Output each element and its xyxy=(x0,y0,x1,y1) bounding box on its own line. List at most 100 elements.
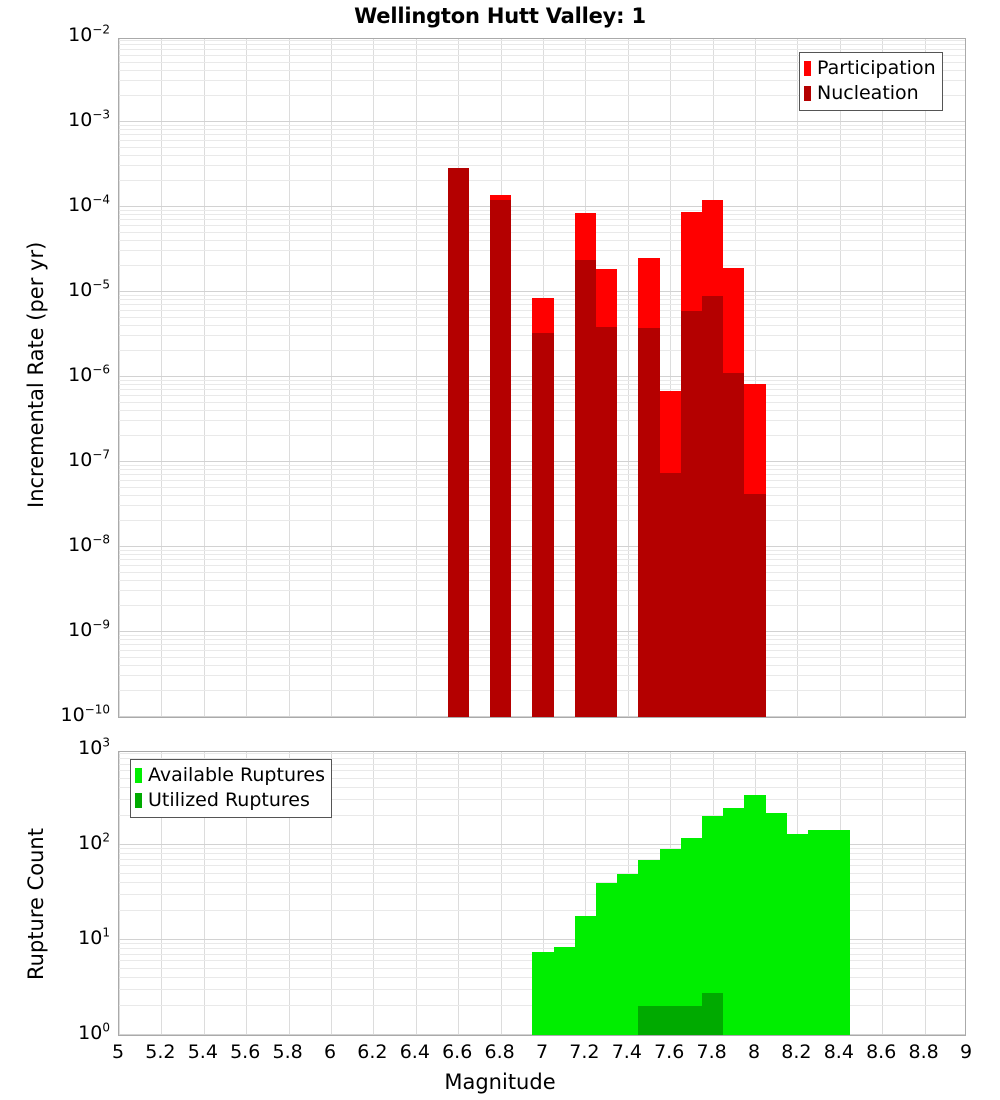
gridline-horizontal xyxy=(119,80,965,82)
incremental-rate-plot xyxy=(118,38,966,718)
gridline-horizontal xyxy=(119,214,965,216)
gridline-vertical xyxy=(288,39,290,717)
x-tick-label: 5.6 xyxy=(230,1041,261,1063)
bar xyxy=(596,269,618,717)
gridline-horizontal xyxy=(119,206,965,207)
gridline-vertical xyxy=(203,752,205,1035)
gridline-vertical xyxy=(924,39,926,717)
bar-segment xyxy=(596,326,618,717)
gridline-vertical xyxy=(119,39,120,717)
gridline-vertical xyxy=(415,752,417,1035)
x-tick-label: 5 xyxy=(111,1041,125,1063)
gridline-vertical xyxy=(882,39,884,717)
x-tick-label: 8.6 xyxy=(866,1041,897,1063)
bar-segment xyxy=(490,200,512,717)
bar-segment xyxy=(659,473,681,717)
x-tick-label: 8.2 xyxy=(781,1041,812,1063)
gridline-horizontal xyxy=(119,858,965,860)
bar-segment xyxy=(659,1006,681,1035)
legend-item-available-ruptures[interactable]: Available Ruptures xyxy=(135,763,325,788)
bar xyxy=(680,211,702,717)
x-tick-label: 5.8 xyxy=(272,1041,303,1063)
x-tick-label: 6.4 xyxy=(399,1041,430,1063)
x-tick-label: 6.8 xyxy=(484,1041,515,1063)
gridline-horizontal xyxy=(119,180,965,182)
gridline-horizontal xyxy=(119,798,965,800)
bar xyxy=(574,212,596,717)
gridline-horizontal xyxy=(119,753,965,755)
bar-segment xyxy=(680,310,702,717)
gridline-horizontal xyxy=(119,139,965,141)
gridline-vertical xyxy=(670,39,672,717)
y-tick-label: 10−9 xyxy=(68,617,110,641)
gridline-vertical xyxy=(161,752,163,1035)
gridline-horizontal xyxy=(119,124,965,126)
gridline-horizontal xyxy=(119,239,965,241)
gridline-horizontal xyxy=(119,49,965,51)
gridline-horizontal xyxy=(119,250,965,252)
y-tick-label: 10−8 xyxy=(68,532,110,556)
gridline-vertical xyxy=(373,39,375,717)
bar xyxy=(553,946,575,1035)
gridline-horizontal xyxy=(119,134,965,136)
bar-segment xyxy=(574,259,596,717)
y-tick-label: 100 xyxy=(78,1020,110,1044)
y-tick-label: 10−7 xyxy=(68,447,110,471)
y-tick-label: 10−3 xyxy=(68,107,110,131)
gridline-horizontal xyxy=(119,39,965,41)
y-tick-label: 10−10 xyxy=(60,702,110,726)
gridline-horizontal xyxy=(119,865,965,867)
bar-segment xyxy=(532,332,554,717)
x-tick-label: 7.6 xyxy=(654,1041,685,1063)
gridline-horizontal xyxy=(119,893,965,895)
bar xyxy=(532,951,554,1035)
gridline-horizontal xyxy=(119,853,965,855)
legend-item-utilized-ruptures[interactable]: Utilized Ruptures xyxy=(135,788,325,813)
gridline-vertical xyxy=(500,752,502,1035)
x-tick-label: 8.8 xyxy=(908,1041,939,1063)
y-tick-label: 10−4 xyxy=(68,192,110,216)
gridline-horizontal xyxy=(119,209,965,211)
bar xyxy=(659,849,681,1035)
legend-item-nucleation[interactable]: Nucleation xyxy=(804,81,936,106)
gridline-horizontal xyxy=(119,910,965,912)
gridline-horizontal xyxy=(119,943,965,945)
gridline-horizontal xyxy=(119,231,965,233)
gridline-horizontal xyxy=(119,121,965,122)
x-tick-label: 7.4 xyxy=(611,1041,642,1063)
utilized-ruptures-swatch-icon xyxy=(135,793,142,808)
x-tick-label: 7 xyxy=(535,1041,549,1063)
bar-segment xyxy=(447,167,469,717)
gridline-vertical xyxy=(288,752,290,1035)
gridline-vertical xyxy=(415,39,417,717)
gridline-vertical xyxy=(119,752,120,1035)
gridline-horizontal xyxy=(119,815,965,817)
bar xyxy=(574,915,596,1035)
gridline-horizontal xyxy=(119,844,965,845)
participation-swatch-icon xyxy=(804,61,811,76)
bar xyxy=(765,813,787,1035)
gridline-horizontal xyxy=(119,129,965,131)
gridline-horizontal xyxy=(119,848,965,850)
bar-segment xyxy=(744,494,766,717)
gridline-horizontal xyxy=(119,294,965,296)
gridline-horizontal xyxy=(119,95,965,97)
y-tick-label: 101 xyxy=(78,925,110,949)
gridline-horizontal xyxy=(119,44,965,46)
bar xyxy=(680,838,702,1035)
gridline-horizontal xyxy=(119,786,965,788)
bar-segment xyxy=(638,327,660,717)
x-tick-label: 7.8 xyxy=(696,1041,727,1063)
gridline-vertical xyxy=(755,39,756,717)
gridline-horizontal xyxy=(119,146,965,148)
x-tick-label: 8 xyxy=(747,1041,761,1063)
bar xyxy=(659,391,681,717)
legend-item-participation[interactable]: Participation xyxy=(804,56,936,81)
x-tick-label: 8.4 xyxy=(823,1041,854,1063)
y-tick-label: 103 xyxy=(78,735,110,759)
gridline-horizontal xyxy=(119,763,965,765)
gridline-vertical xyxy=(627,39,629,717)
gridline-horizontal xyxy=(119,69,965,71)
bar xyxy=(744,794,766,1035)
